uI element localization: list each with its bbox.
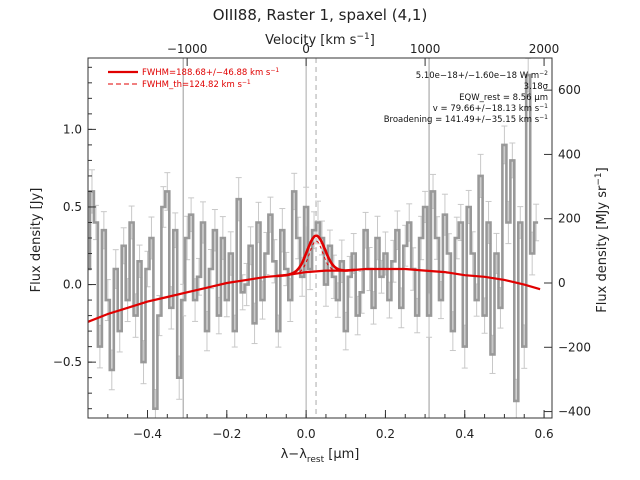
- right-tick-label: −400: [558, 405, 591, 419]
- axes: −0.4 −0.2 0.0 0.2 0.4 0.6−1000 0 1000 2000−0.50.…: [53, 42, 591, 441]
- x-axis-label: λ−λrest [μm]: [281, 447, 360, 465]
- top-axis-label: Velocity [km s−1]: [265, 32, 375, 48]
- annotation-text: 5.10e−18+/−1.60e−18 W m−2: [416, 70, 548, 81]
- legend: FWHM=188.68+/−46.88 km s−1FWHM_th=124.82…: [108, 67, 279, 90]
- top-tick-label: −1000: [167, 42, 208, 56]
- top-tick-label: 2000: [529, 42, 560, 56]
- annotation-text: Broadening = 141.49+/−35.15 km s−1: [384, 114, 548, 125]
- plot-area: [88, 58, 541, 418]
- annotation-text: 3.18σ: [524, 82, 549, 92]
- x-tick-label: 0.0: [297, 427, 316, 441]
- right-tick-label: 200: [558, 212, 581, 226]
- x-tick-label: 0.6: [535, 427, 554, 441]
- right-tick-label: −200: [558, 340, 591, 354]
- right-tick-label: 0: [558, 276, 566, 290]
- right-axis-label: Flux density [MJy sr−1]: [594, 167, 610, 312]
- x-tick-label: −0.4: [133, 427, 162, 441]
- y-axis-label: Flux density [Jy]: [29, 188, 44, 293]
- continuum-fit-line: [88, 267, 541, 323]
- spectrum-step-line: [88, 73, 539, 410]
- chart-title: OIII88, Raster 1, spaxel (4,1): [213, 6, 428, 24]
- thermal-gaussian-line: [276, 240, 355, 277]
- x-tick-label: 0.4: [455, 427, 474, 441]
- legend-label: FWHM=188.68+/−46.88 km s−1: [142, 67, 279, 78]
- y-tick-label: 1.0: [63, 122, 82, 136]
- y-tick-label: −0.5: [53, 355, 82, 369]
- top-tick-label: 0: [302, 42, 310, 56]
- y-tick-label: 0.5: [63, 200, 82, 214]
- right-tick-label: 400: [558, 147, 581, 161]
- annotation-text: v = 79.66+/−18.13 km s−1: [433, 103, 548, 114]
- right-tick-label: 600: [558, 83, 581, 97]
- x-tick-label: 0.2: [376, 427, 395, 441]
- legend-label: FWHM_th=124.82 km s−1: [142, 79, 251, 90]
- top-tick-label: 1000: [410, 42, 441, 56]
- x-tick-label: −0.2: [212, 427, 241, 441]
- y-tick-label: 0.0: [63, 278, 82, 292]
- annotation-text: EQW_rest = 8.56 μm: [459, 93, 548, 103]
